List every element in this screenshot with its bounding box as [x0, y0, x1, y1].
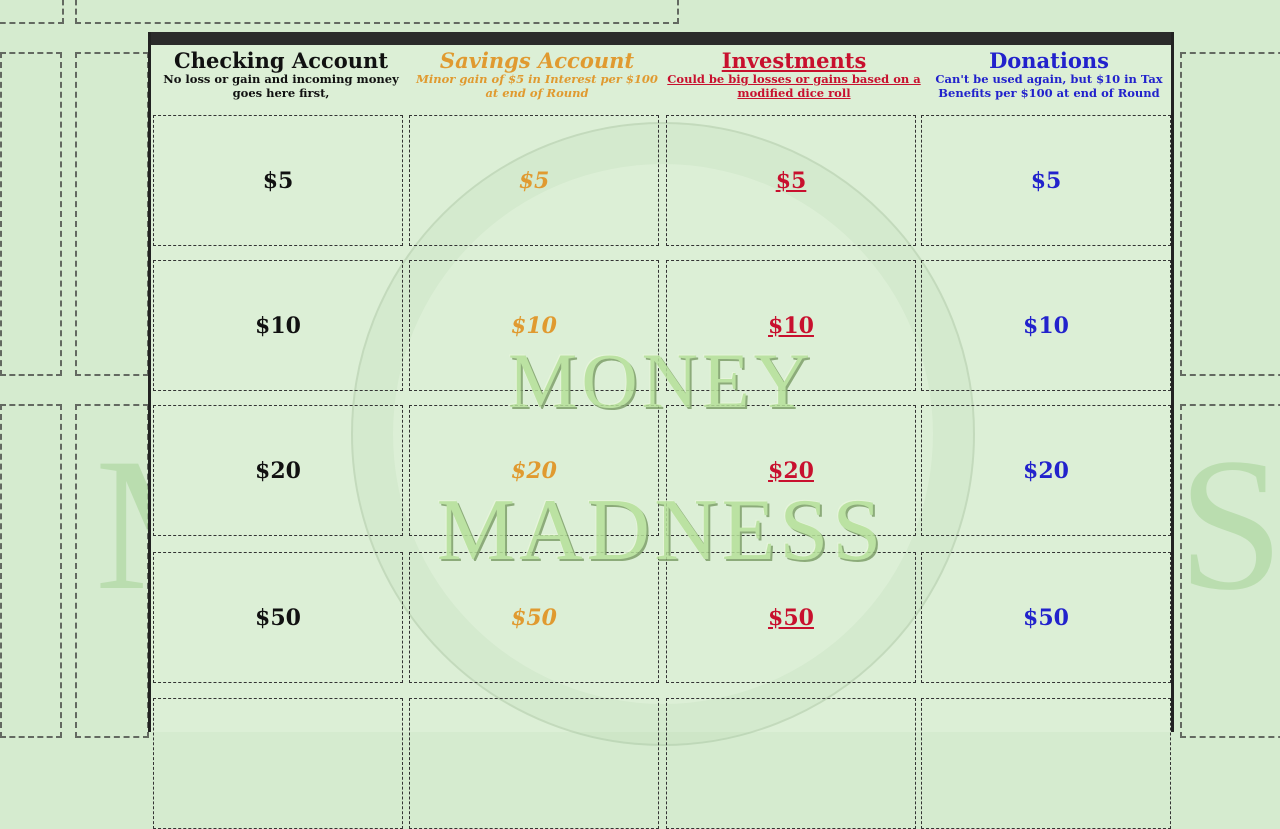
savings-slot[interactable]: $50 — [409, 552, 659, 683]
checking-slot[interactable] — [153, 698, 403, 829]
background-card-outline — [0, 0, 64, 24]
background-card-outline — [0, 404, 62, 738]
column-title: Donations — [989, 48, 1109, 73]
watermark-line-1: MONEY — [508, 337, 814, 424]
investments-slot[interactable]: $10 — [666, 260, 916, 391]
savings-slot[interactable]: $20 — [409, 405, 659, 536]
savings-slot[interactable] — [409, 698, 659, 829]
background-card-outline — [75, 0, 679, 24]
watermark-line-2: MADNESS — [436, 482, 886, 579]
board-top-bar — [151, 32, 1171, 45]
investments-slot[interactable] — [666, 698, 916, 829]
column-header-savings: Savings Account Minor gain of $5 in Inter… — [409, 48, 665, 101]
donations-slot[interactable]: $10 — [921, 260, 1171, 391]
column-header-donations: Donations Can't be used again, but $10 in… — [921, 48, 1177, 101]
column-title: Savings Account — [439, 48, 635, 73]
donations-slot[interactable]: $50 — [921, 552, 1171, 683]
game-board: Checking Account No loss or gain and inco… — [148, 32, 1177, 829]
checking-slot[interactable]: $10 — [153, 260, 403, 391]
investments-slot[interactable]: $50 — [666, 552, 916, 683]
column-description: Minor gain of $5 in Interest per $100 at… — [416, 72, 658, 100]
background-card-outline — [75, 52, 149, 376]
column-header-investments: Investments Could be big losses or gains … — [666, 48, 922, 101]
background-card-outline — [0, 52, 62, 376]
column-description: No loss or gain and incoming money goes … — [163, 72, 399, 100]
background-watermark-letter: S — [1178, 420, 1280, 630]
column-title: Investments — [721, 48, 867, 73]
investments-slot[interactable]: $5 — [666, 115, 916, 246]
column-description: Can't be used again, but $10 in Tax Bene… — [935, 72, 1163, 100]
column-title: Checking Account — [173, 48, 389, 73]
savings-slot[interactable]: $5 — [409, 115, 659, 246]
donations-slot[interactable]: $20 — [921, 405, 1171, 536]
column-header-checking: Checking Account No loss or gain and inco… — [153, 48, 409, 101]
checking-slot[interactable]: $5 — [153, 115, 403, 246]
checking-slot[interactable]: $20 — [153, 405, 403, 536]
donations-slot[interactable]: $5 — [921, 115, 1171, 246]
investments-slot[interactable]: $20 — [666, 405, 916, 536]
donations-slot[interactable] — [921, 698, 1171, 829]
background-card-outline — [1180, 52, 1280, 376]
checking-slot[interactable]: $50 — [153, 552, 403, 683]
savings-slot[interactable]: $10 — [409, 260, 659, 391]
column-description: Could be big losses or gains based on a … — [667, 72, 921, 100]
